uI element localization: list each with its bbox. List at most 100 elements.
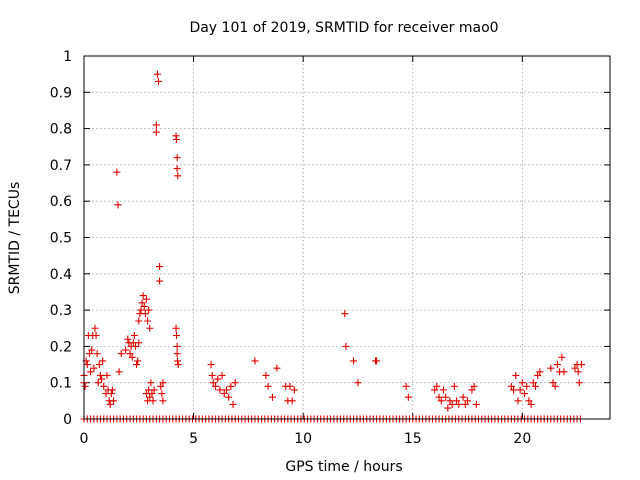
data-point [214, 375, 222, 383]
data-point [527, 400, 535, 408]
data-point [551, 382, 559, 390]
data-point [92, 332, 100, 340]
data-point [518, 379, 526, 387]
data-point [273, 364, 281, 372]
data-point [468, 386, 476, 394]
data-point [439, 386, 447, 394]
x-tick-label: 5 [189, 431, 198, 447]
data-point [571, 364, 579, 372]
plot-frame [83, 55, 611, 420]
y-tick-label: 0.2 [50, 339, 72, 355]
data-point [529, 379, 537, 387]
data-point [153, 70, 161, 78]
data-point [404, 393, 412, 401]
data-point [433, 382, 441, 390]
y-tick-label: 0.3 [50, 303, 72, 319]
data-point [216, 386, 224, 394]
data-point [212, 382, 219, 390]
data-point [534, 371, 542, 379]
data-point [227, 382, 235, 390]
data-point [113, 168, 121, 176]
data-point [106, 400, 114, 408]
data-point [126, 350, 134, 358]
data-point [354, 379, 362, 387]
y-tick-label: 0.1 [50, 376, 72, 392]
data-point [93, 350, 101, 358]
data-point [114, 201, 122, 209]
data-point [510, 386, 518, 394]
data-point [251, 357, 259, 365]
data-point [150, 386, 158, 394]
data-point [88, 346, 96, 354]
data-point [173, 165, 181, 173]
data-point [350, 357, 358, 365]
data-point [437, 397, 445, 405]
y-axis-tick-labels: 0 0.1 0.2 0.3 0.4 0.5 0.6 0.7 0.8 0.9 1 [50, 49, 72, 428]
data-point [94, 379, 102, 387]
data-point [342, 342, 350, 350]
data-point [117, 350, 125, 358]
data-point [149, 397, 157, 405]
data-point [133, 361, 141, 369]
y-tick-label: 0 [63, 412, 72, 428]
data-point [264, 382, 272, 390]
data-point [148, 390, 156, 398]
data-point [152, 121, 160, 129]
data-point [100, 382, 108, 390]
data-point [141, 310, 149, 318]
data-point [461, 400, 469, 408]
data-point [108, 386, 116, 394]
data-point [455, 400, 463, 408]
x-tick-label: 15 [404, 431, 422, 447]
data-point [96, 371, 104, 379]
data-point [558, 353, 566, 361]
data-point [220, 390, 228, 398]
data-point [157, 382, 165, 390]
data-point [152, 128, 160, 136]
data-point [288, 397, 296, 405]
y-tick-label: 0.5 [50, 231, 72, 247]
x-tick-label: 20 [513, 431, 531, 447]
data-point [574, 368, 582, 376]
chart-title: Day 101 of 2019, SRMTID for receiver mao… [189, 20, 498, 36]
data-point [135, 339, 143, 347]
y-tick-label: 0.8 [50, 122, 72, 138]
data-point [87, 368, 95, 376]
data-point [137, 306, 145, 314]
data-point [147, 379, 155, 387]
data-point [174, 357, 182, 365]
data-point [578, 361, 586, 369]
data-point [286, 382, 294, 390]
data-point [155, 77, 163, 85]
data-point [139, 292, 147, 300]
data-point [122, 346, 130, 354]
data-point [172, 324, 180, 332]
data-points [80, 70, 586, 423]
data-point [549, 379, 557, 387]
data-point [514, 397, 522, 405]
data-point [536, 368, 544, 376]
x-axis-tick-labels: 0 5 10 15 20 [80, 431, 532, 447]
y-axis-label: SRMTID / TECUs [7, 182, 23, 295]
data-point [470, 382, 478, 390]
data-point [103, 371, 111, 379]
data-point [444, 404, 452, 412]
data-point [174, 361, 182, 369]
data-point [402, 382, 410, 390]
data-point [553, 361, 561, 369]
data-point [98, 375, 106, 383]
data-point [290, 386, 298, 394]
data-point [146, 324, 154, 332]
data-point [435, 393, 443, 401]
data-point [207, 361, 215, 369]
data-point [159, 379, 167, 387]
data-point [575, 379, 583, 387]
data-point [159, 397, 167, 405]
data-point [130, 332, 138, 340]
data-point [85, 350, 93, 358]
x-axis-label: GPS time / hours [285, 459, 402, 475]
y-tick-label: 1 [63, 49, 72, 65]
data-point [174, 172, 182, 180]
data-point [99, 357, 107, 365]
